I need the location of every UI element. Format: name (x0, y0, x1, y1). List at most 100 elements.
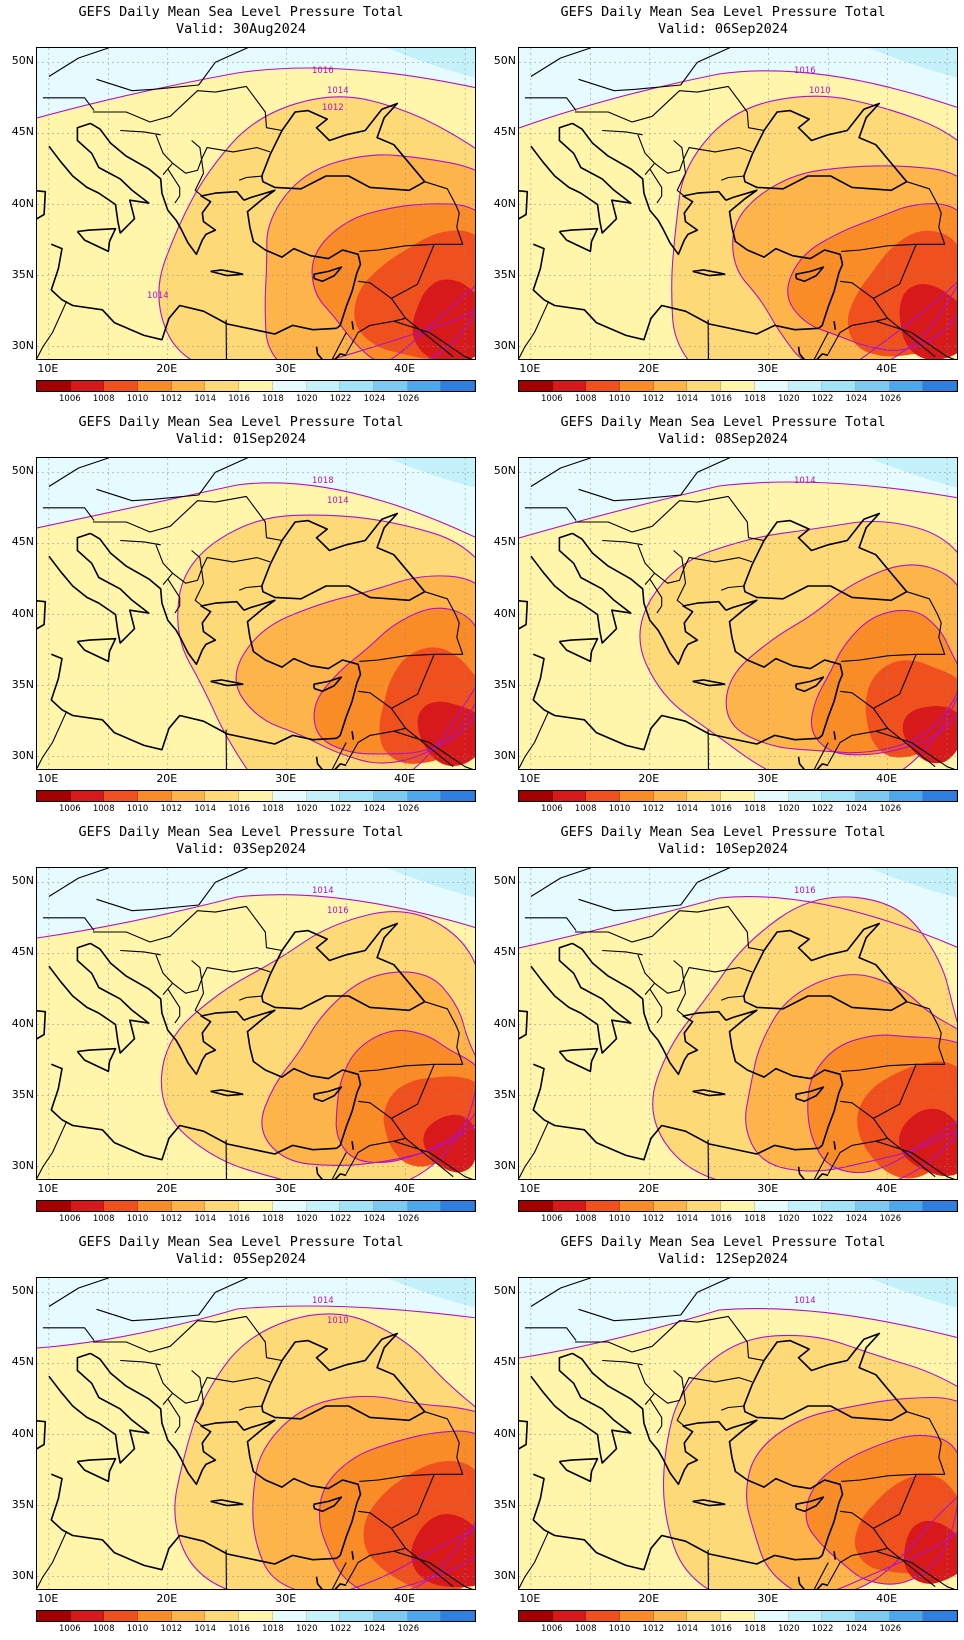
coastline (48, 942, 150, 1054)
colorbar-segment (687, 1201, 722, 1211)
coastline (743, 1332, 908, 1422)
country-border (37, 1120, 68, 1179)
longitude-tick-label: 30E (275, 1182, 297, 1195)
colorbar-segment (721, 1611, 755, 1621)
coastline (519, 190, 529, 220)
colorbar-segment (205, 1611, 240, 1621)
colorbar-segment (373, 381, 408, 391)
country-border (654, 1377, 753, 1404)
country-border (191, 140, 205, 197)
country-border (391, 654, 435, 709)
colorbar-segment (104, 791, 139, 801)
isobar-line (810, 609, 957, 756)
colorbar-segment (620, 791, 654, 801)
coastline (572, 1352, 727, 1486)
country-border (345, 690, 407, 765)
country-border (827, 690, 889, 765)
colorbar-label: 1014 (194, 1624, 217, 1634)
coastline (313, 266, 343, 283)
isobar-line (174, 1313, 475, 1589)
coastline (37, 1010, 47, 1040)
pressure-map: 1014 (518, 1277, 958, 1590)
map-panel: GEFS Daily Mean Sea Level Pressure Total… (0, 1230, 482, 1640)
isobar-label: 1014 (312, 1296, 334, 1306)
latitude-tick-label: 35N (493, 677, 516, 691)
longitude-tick-label: 30E (757, 362, 779, 375)
longitude-tick-label: 20E (156, 1592, 178, 1605)
colorbar-label: 1008 (92, 1214, 115, 1224)
coastline (351, 321, 355, 330)
pressure-band-below-1006 (903, 1520, 957, 1584)
country-border (873, 1474, 917, 1529)
country-border (841, 591, 946, 662)
coastline (90, 532, 245, 666)
colorbar-segment (586, 791, 621, 801)
colorbar-label: 1026 (879, 804, 902, 814)
colorbar-segment (552, 791, 587, 801)
colorbar (518, 380, 958, 392)
coastline (725, 1419, 844, 1559)
country-border (673, 550, 687, 607)
country-border (393, 1140, 474, 1179)
coastline (315, 1576, 347, 1589)
country-border (654, 967, 753, 994)
isobar-label: 1016 (327, 906, 349, 916)
colorbar-label: 1016 (228, 394, 250, 404)
coastline (261, 922, 426, 1012)
colorbar-segment (37, 381, 71, 391)
country-border (524, 917, 577, 931)
country-border (96, 868, 249, 912)
colorbar-segment (620, 381, 654, 391)
coastline (530, 1352, 632, 1464)
colorbar-segment (855, 1611, 890, 1621)
coastline (530, 532, 632, 644)
isobar-line (746, 1396, 957, 1589)
coastline (572, 122, 727, 256)
colorbar-segment (37, 791, 71, 801)
longitude-tick-label: 40E (876, 362, 898, 375)
pressure-band-1016-1018 (519, 1278, 957, 1358)
country-border (42, 917, 95, 931)
country-border (602, 539, 643, 546)
coastline (797, 1166, 829, 1179)
coastline (351, 1551, 355, 1560)
colorbar-segment (104, 1201, 139, 1211)
country-border (359, 181, 464, 252)
longitude-tick-label: 10E (519, 772, 541, 785)
coastline (50, 243, 337, 341)
longitude-tick-label: 30E (757, 1592, 779, 1605)
country-border (48, 1278, 109, 1307)
country-border (887, 727, 936, 768)
colorbar-segment (822, 1201, 856, 1211)
colorbar-segment (721, 791, 755, 801)
country-border (649, 168, 663, 204)
colorbar-label: 1018 (262, 394, 284, 404)
latitude-tick-label: 45N (493, 945, 516, 959)
country-border (827, 280, 889, 355)
latitude-tick-label: 50N (11, 874, 34, 888)
colorbar-label: 1014 (676, 1624, 699, 1634)
latitude-tick-label: 50N (493, 464, 516, 478)
colorbar-segment (239, 381, 273, 391)
panel-title: GEFS Daily Mean Sea Level Pressure Total (560, 414, 886, 430)
latitude-tick-label: 45N (493, 535, 516, 549)
map-panel: GEFS Daily Mean Sea Level Pressure Total… (0, 410, 482, 820)
latitude-tick-label: 35N (11, 267, 34, 281)
coastline (48, 532, 150, 644)
colorbar-segment (441, 381, 475, 391)
colorbar-segment (70, 381, 105, 391)
colorbar-segment (620, 1611, 654, 1621)
coastline (37, 190, 47, 220)
country-border (405, 317, 454, 358)
colorbar-segment (306, 1611, 341, 1621)
colorbar-segment (239, 1201, 273, 1211)
coastline (37, 1420, 47, 1450)
colorbar-segment (687, 1611, 722, 1621)
colorbar-segment (552, 1201, 587, 1211)
isobar-label: 1018 (312, 476, 334, 486)
country-border (574, 905, 765, 952)
colorbar-label: 1014 (676, 394, 699, 404)
map-panel: GEFS Daily Mean Sea Level Pressure Total… (0, 0, 482, 410)
country-border (887, 1137, 936, 1178)
isobar-label: 1014 (147, 291, 169, 301)
